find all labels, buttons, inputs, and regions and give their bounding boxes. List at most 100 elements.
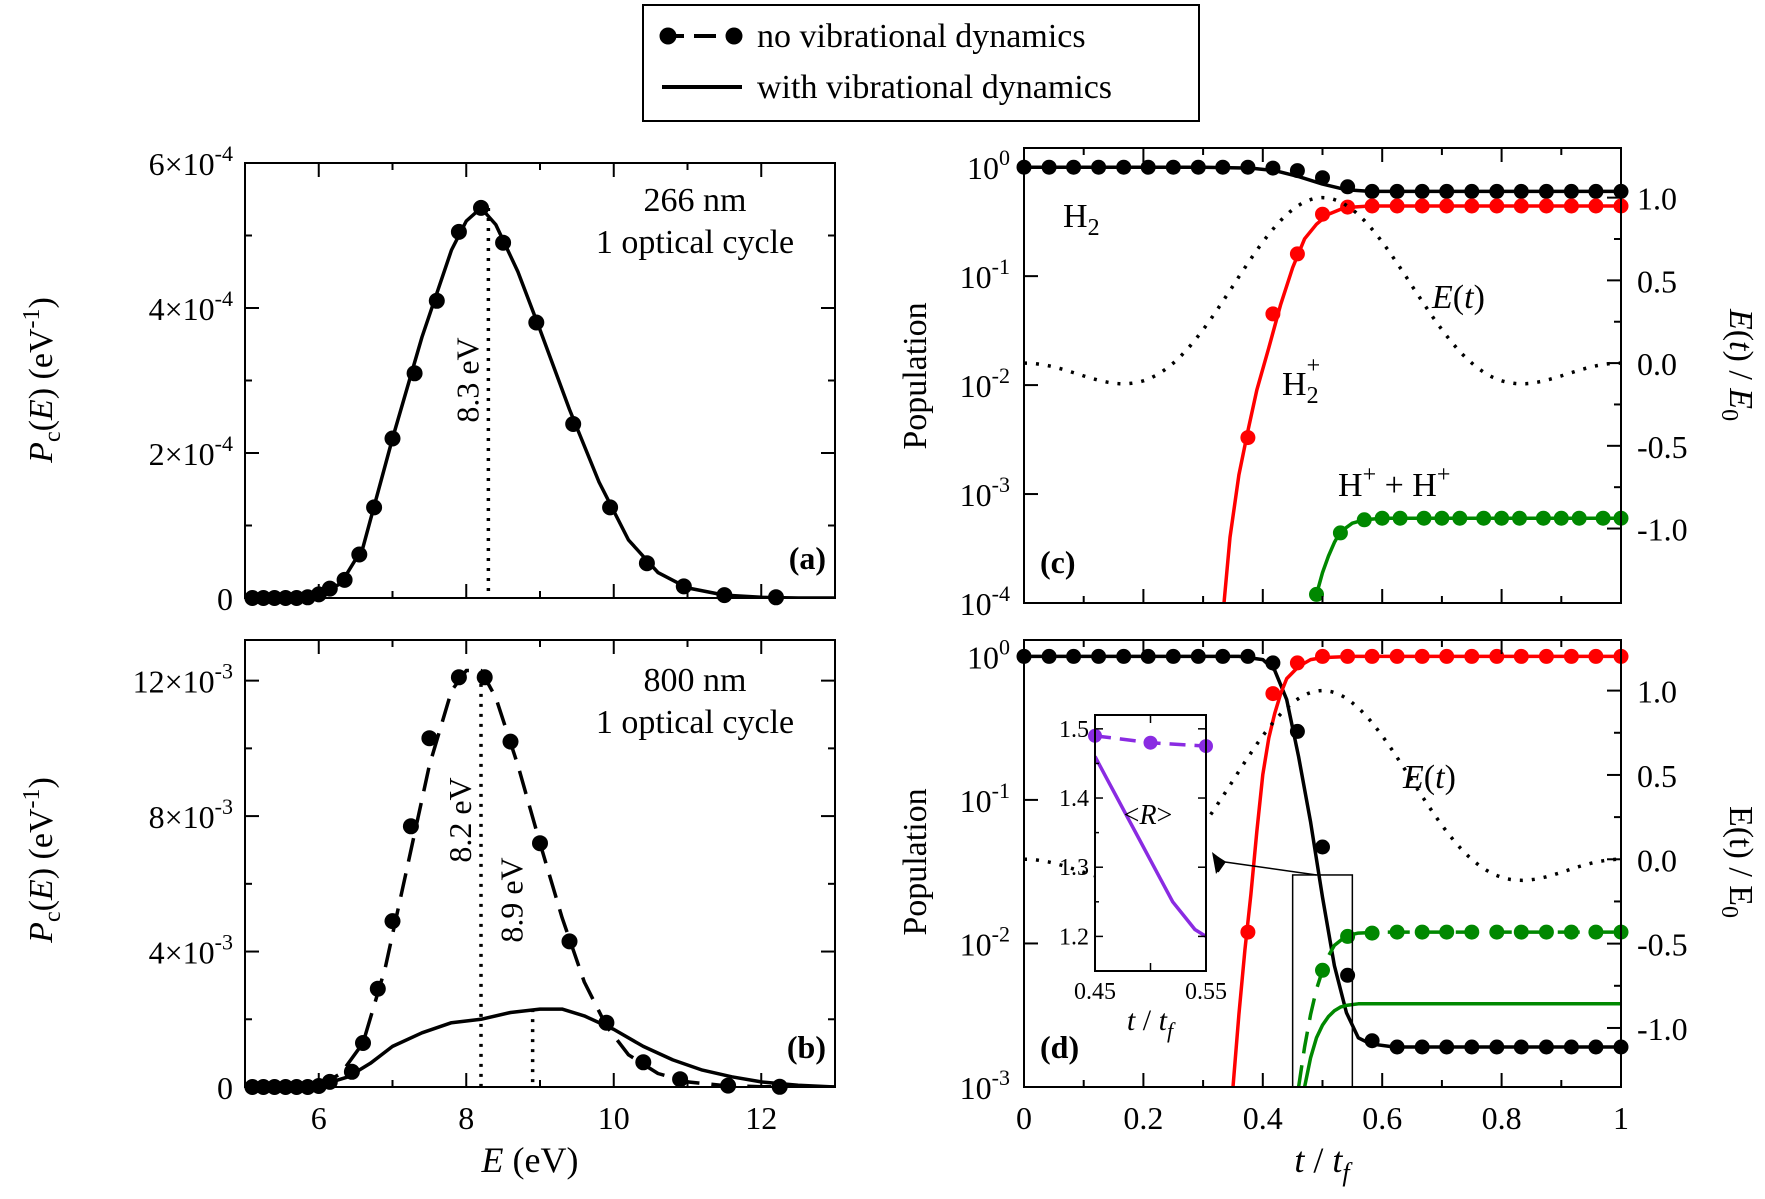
panel-c-ytick-label-3: 10-3	[960, 472, 1010, 513]
panel-d-y2label: E(t) / E0	[1716, 806, 1759, 918]
panel-d-h2-dots-11	[1289, 723, 1305, 739]
panel-d-xtick-label-0: 0	[1016, 1100, 1032, 1136]
legend: no vibrational dynamics with vibrational…	[642, 4, 1200, 122]
panel-d-xlabel: t / tf	[1294, 1140, 1353, 1187]
panel-d-h2-dots-12	[1315, 839, 1330, 855]
panel-d-h2-dots-21	[1538, 1039, 1554, 1055]
inset-line-solid	[1095, 755, 1206, 938]
panel-d-xtick-label-2: 0.4	[1243, 1100, 1283, 1136]
panel-d-xtick-label-3: 0.6	[1362, 1100, 1402, 1136]
inset-ticks	[1094, 715, 1207, 971]
panel-b-ytick-label-0: 0	[217, 1070, 233, 1106]
panel-c-h2-dots-0	[1240, 430, 1256, 446]
panel-c-y2tick-label-3: -0.5	[1637, 429, 1688, 465]
panel-b-xtick-label-3: 12	[745, 1100, 777, 1136]
panel-d-h2-dots-13	[1563, 648, 1579, 664]
panel-c-ytick-label-4: 10-4	[960, 581, 1010, 622]
panel-d-hh-dots-6	[1464, 924, 1480, 940]
panel-b-vline-label-1: 8.9 eV	[494, 857, 530, 942]
panel-c-h2-dots-13	[1340, 179, 1356, 195]
panel-d-curves	[1016, 648, 1629, 1087]
panel-b-ylabel: Pc(E) (eV-1)	[19, 777, 66, 944]
panel-c-hh-dots-12	[1553, 510, 1569, 526]
panel-b-ticks	[244, 640, 836, 1088]
panel-c-hh-dots-7	[1452, 510, 1468, 526]
panel-c-h2-dots-5	[1364, 198, 1380, 214]
panel-c-h2-dots-21	[1538, 183, 1554, 199]
panel-c-h2-dots-8	[1439, 198, 1455, 214]
panel-a: 8.3 eV 0 2×10-4 4×10-4 6×10-4 266 nm 1 opti…	[19, 141, 836, 617]
panel-d-inset: 1.5 1.4 1.3 1.2 0.45 0.55 <R> t / tf	[1059, 714, 1227, 1043]
svg-text:Pc(E) (eV-1): Pc(E) (eV-1)	[19, 297, 66, 464]
panel-d-hh-solid	[1302, 1002, 1621, 1087]
panel-c-ylabel: Population	[897, 302, 934, 449]
panel-c-h2-dots-2	[1289, 246, 1305, 262]
panel-c: 100 10-1 10-2 10-3 10-4 1.0 0.5 0.0 -0.5 -1.0 (c…	[897, 145, 1759, 622]
panel-c-label: (c)	[1040, 544, 1076, 580]
panel-d: 100 10-1 10-2 10-3 1.0 0.5 0.0 -0.5 -1.0 0 0.2 0.…	[897, 634, 1759, 1187]
panel-a-ylabel: Pc(E) (eV-1)	[19, 297, 66, 464]
panel-c-label-h2: H2	[1063, 198, 1100, 241]
legend-marker-dashed	[659, 27, 743, 45]
panel-c-hh-dots-4	[1392, 510, 1408, 526]
panel-b-ytick-labels: 0 4×10-3 8×10-3 12×10-3	[133, 659, 233, 1106]
panel-c-curves	[1016, 159, 1629, 603]
panel-d-y2tick-label-1: 0.5	[1637, 758, 1677, 794]
panel-d-h2-dots-2	[1066, 648, 1082, 664]
panel-c-hh-dots-9	[1494, 510, 1510, 526]
panel-d-hh-dots-11	[1588, 924, 1604, 940]
panel-b-xtick-label-0: 6	[311, 1100, 327, 1136]
panel-b-line-solid	[245, 1007, 835, 1087]
panel-d-label: (d)	[1040, 1029, 1079, 1065]
panel-b-xtick-label-2: 10	[598, 1100, 630, 1136]
panel-b-xtick-label-1: 8	[458, 1100, 474, 1136]
inset-xtick-label-0: 0.45	[1074, 979, 1116, 1005]
panel-d-field-line	[1024, 688, 1621, 883]
panel-c-ytick-label-1: 10-1	[960, 254, 1010, 295]
panel-d-h2-dots-1	[1265, 686, 1281, 702]
panel-c-h2-dots-10	[1265, 160, 1281, 176]
panel-d-h2-dots-13	[1340, 967, 1356, 983]
panel-c-h2-dots-7	[1414, 198, 1430, 214]
panel-c-h2-dots-16	[1414, 183, 1430, 199]
inset-xtick-label-1: 0.55	[1185, 979, 1227, 1005]
panel-c-h2-dots-14	[1588, 198, 1604, 214]
inset-xtick-labels: 0.45 0.55	[1074, 979, 1227, 1005]
panel-c-y2tick-label-1: 0.5	[1637, 263, 1677, 299]
legend-box	[642, 4, 1200, 122]
panel-b-annotation-line2: 1 optical cycle	[596, 704, 794, 741]
panel-c-y2tick-label-4: -1.0	[1637, 512, 1688, 548]
panel-d-h2-dots-7	[1190, 648, 1206, 664]
panel-b-ytick-label-2: 8×10-3	[149, 794, 233, 835]
panel-c-h2-dots-15	[1389, 183, 1405, 199]
panel-d-y2tick-label-4: -1.0	[1637, 1011, 1688, 1047]
panel-c-h2-dots-4	[1340, 199, 1356, 215]
panel-d-hh-dots-3	[1389, 924, 1405, 940]
panel-d-h2-dots-5	[1140, 648, 1156, 664]
svg-text:E(t) / E0: E(t) / E0	[1716, 806, 1759, 918]
panel-d-h2-dots-22	[1563, 1039, 1579, 1055]
panel-b-curves: 8.2 eV 8.9 eV	[244, 668, 835, 1095]
inset-ytick-label-2: 1.3	[1059, 855, 1089, 881]
panel-b-vline-label-0: 8.2 eV	[442, 777, 478, 862]
panel-c-h2-dots-17	[1439, 183, 1455, 199]
legend-label-solid: with vibrational dynamics	[757, 69, 1112, 106]
panel-c-y2tick-label-0: 1.0	[1637, 181, 1677, 217]
panel-d-hh-dots-4	[1414, 924, 1430, 940]
panel-b-dot-13	[421, 730, 438, 747]
panel-d-ytick-label-1: 10-1	[960, 778, 1010, 819]
panel-d-h2-dots-17	[1439, 1039, 1455, 1055]
panel-c-h2-dots-23	[1588, 183, 1604, 199]
panel-c-h2-dots-11	[1289, 163, 1305, 179]
panel-c-h2-dots-3	[1091, 159, 1107, 175]
panel-d-ytick-label-2: 10-2	[960, 921, 1010, 962]
panel-c-h2-dots-9	[1240, 159, 1256, 175]
panel-c-y2tick-labels: 1.0 0.5 0.0 -0.5 -1.0	[1637, 181, 1688, 548]
panel-d-hh-dots-10	[1563, 924, 1579, 940]
panel-c-h2-dots-1	[1041, 159, 1057, 175]
inset-background	[1095, 715, 1206, 971]
panel-b-annotation-line1: 800 nm	[644, 662, 747, 699]
panel-a-line-solid	[245, 206, 835, 598]
panel-c-hh-dots-13	[1571, 510, 1587, 526]
inset-ytick-labels: 1.5 1.4 1.3 1.2	[1059, 717, 1089, 951]
